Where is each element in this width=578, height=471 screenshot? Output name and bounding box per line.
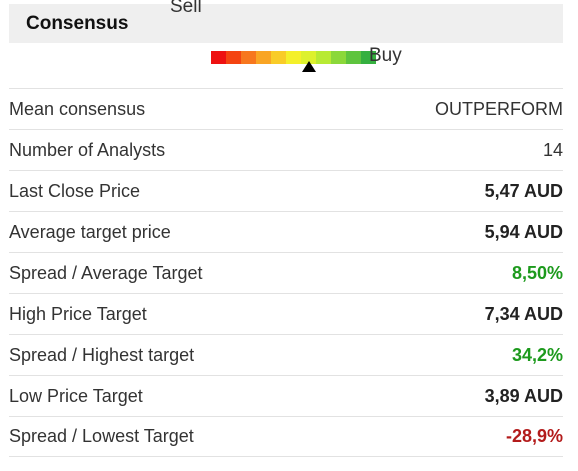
row-value: 3,89 AUD	[484, 385, 563, 406]
consensus-gauge: Sell Buy	[9, 0, 563, 88]
consensus-row: Number of Analysts 14	[9, 129, 563, 170]
row-value: OUTPERFORM	[435, 98, 563, 119]
row-value: 8,50%	[511, 262, 563, 283]
scale-segment	[226, 51, 241, 64]
row-value: 34,2%	[511, 344, 563, 365]
scale-segment	[286, 51, 301, 64]
row-value: 14	[542, 139, 563, 160]
buy-label: Buy	[369, 45, 402, 66]
consensus-row: Mean consensus OUTPERFORM	[9, 88, 563, 129]
consensus-row: Low Price Target 3,89 AUD	[9, 375, 563, 416]
scale-segment	[316, 51, 331, 64]
consensus-pointer-icon	[301, 61, 316, 72]
row-value: 7,34 AUD	[484, 303, 563, 324]
row-label: Spread / Lowest Target	[9, 426, 194, 446]
row-value: -28,9%	[505, 426, 563, 446]
row-label: Low Price Target	[9, 385, 143, 406]
consensus-widget: Consensus Sell Buy Mean consensus OUTPERF…	[9, 0, 563, 457]
consensus-title: Consensus	[26, 12, 129, 34]
row-label: High Price Target	[9, 303, 147, 324]
scale-segment	[271, 51, 286, 64]
sell-label: Sell	[170, 0, 202, 17]
row-value: 5,47 AUD	[484, 180, 563, 201]
scale-segment	[211, 51, 226, 64]
consensus-row: Spread / Average Target 8,50%	[9, 252, 563, 293]
scale-segment	[256, 51, 271, 64]
consensus-row: Spread / Lowest Target -28,9%	[9, 416, 563, 457]
sentiment-scale	[211, 51, 376, 64]
scale-segment	[346, 51, 361, 64]
scale-segment	[241, 51, 256, 64]
consensus-header: Consensus	[9, 4, 563, 43]
row-label: Spread / Average Target	[9, 262, 203, 283]
consensus-table: Mean consensus OUTPERFORM Number of Analys…	[9, 88, 563, 457]
row-label: Mean consensus	[9, 98, 146, 119]
row-label: Number of Analysts	[9, 139, 166, 160]
row-value: 5,94 AUD	[484, 221, 563, 242]
row-label: Spread / Highest target	[9, 344, 195, 365]
scale-segment	[301, 51, 316, 64]
consensus-row: Spread / Highest target 34,2%	[9, 334, 563, 375]
scale-segment	[331, 51, 346, 64]
row-label: Last Close Price	[9, 180, 141, 201]
consensus-row: Last Close Price 5,47 AUD	[9, 170, 563, 211]
row-label: Average target price	[9, 221, 171, 242]
consensus-row: High Price Target 7,34 AUD	[9, 293, 563, 334]
scale-segment	[361, 51, 376, 64]
consensus-row: Average target price 5,94 AUD	[9, 211, 563, 252]
